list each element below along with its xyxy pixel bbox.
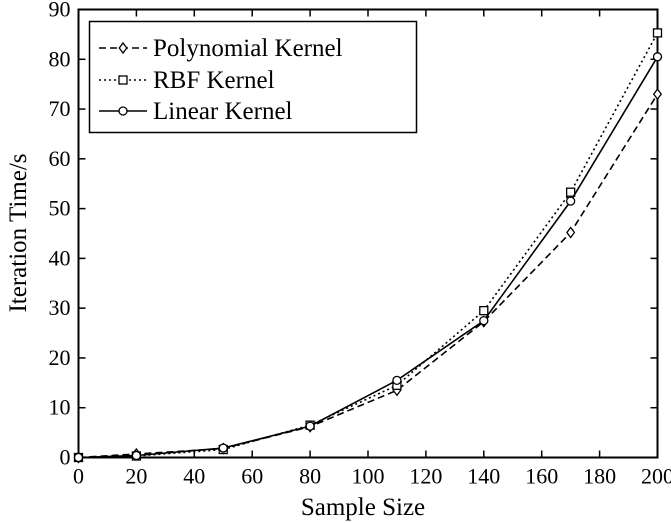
y-tick-label: 70 [49,96,71,121]
axis-ticks [77,8,659,459]
series-diamond [73,88,663,464]
legend-item: Polynomial Kernel [99,35,343,62]
y-tick-label: 50 [49,196,71,221]
data-point-diamond [652,88,663,101]
data-point-circle [652,52,663,62]
data-point-circle [566,196,576,206]
legend-label: Linear Kernel [153,98,293,125]
data-point-circle [305,421,315,431]
x-tick-label: 200 [641,464,671,489]
series-line [78,56,659,459]
legend-marker-square [118,75,128,85]
x-tick-label: 20 [125,464,147,489]
legend-item: Linear Kernel [99,98,293,125]
x-tick-label: 180 [583,464,616,489]
legend-item: RBF Kernel [99,67,275,94]
y-tick-label: 20 [49,345,71,370]
x-tick-label: 0 [73,464,84,489]
y-tick-label: 10 [49,395,71,420]
axis-tick-labels: 0 20 40 60 80 100 120 140 160 180 200 0 10 20 30 40 50 60… [49,0,671,489]
y-axis-title: Iteration Time/s [5,153,32,312]
data-point-circle [479,315,489,326]
x-tick-label: 140 [467,464,500,489]
y-tick-label: 40 [49,245,71,270]
x-tick-label: 80 [299,464,321,489]
y-tick-label: 60 [49,146,71,171]
data-point-diamond [566,226,576,239]
x-tick-label: 160 [525,464,558,489]
data-point-square [652,28,663,38]
series-circle [73,52,663,463]
series-line [78,93,659,459]
legend-box [88,20,418,134]
data-point-circle [218,443,228,453]
x-axis-title: Sample Size [301,494,425,521]
y-tick-label: 0 [60,445,71,470]
x-tick-label: 60 [241,464,263,489]
data-point-square [479,306,489,316]
legend-label: Polynomial Kernel [153,35,343,62]
data-point-circle [131,450,142,461]
x-tick-label: 40 [183,464,205,489]
x-tick-label: 100 [352,464,385,489]
legend: Polynomial Kernel RBF Kernel Linear Kernel [88,20,418,134]
x-tick-label: 120 [409,464,442,489]
legend-label: RBF Kernel [153,67,275,94]
y-tick-label: 80 [49,46,71,71]
legend-marker-circle [118,106,128,116]
legend-marker-diamond [118,41,128,55]
y-tick-label: 30 [49,295,71,320]
series-layer [73,28,663,464]
data-point-circle [73,452,84,463]
y-tick-label: 90 [49,0,71,22]
data-point-square [566,187,576,197]
data-point-circle [392,375,402,385]
